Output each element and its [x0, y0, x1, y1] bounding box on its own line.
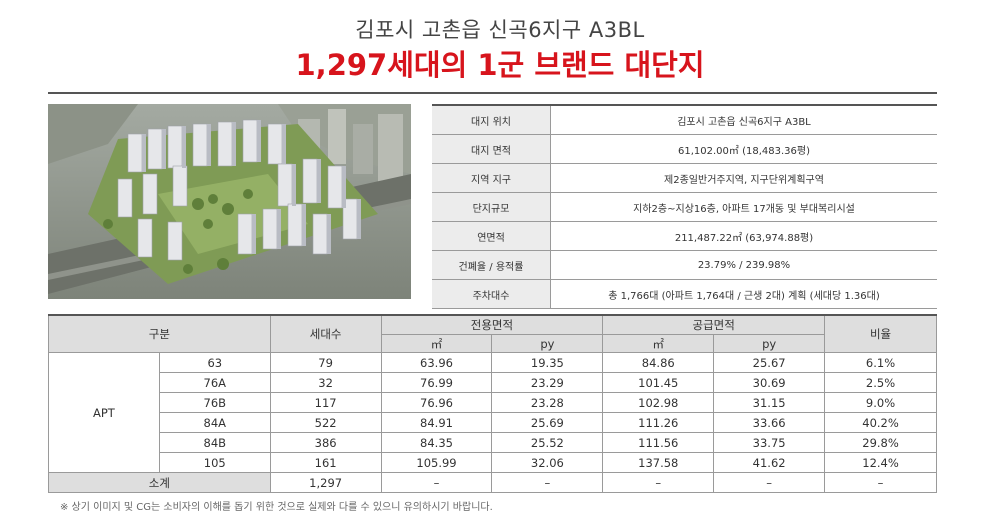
- total-ex-py: –: [491, 472, 604, 493]
- cell-households: 386: [269, 432, 382, 453]
- header-ex-py: py: [491, 334, 604, 353]
- total-ratio: –: [824, 472, 937, 493]
- info-value: 총 1,766대 (아파트 1,764대 / 근생 2대) 계획 (세대당 1.…: [550, 279, 937, 309]
- table-row: 84A 522 84.91 25.69 111.26 33.66 40.2%: [49, 412, 937, 433]
- header-ratio: 비율: [824, 314, 937, 353]
- header-households: 세대수: [269, 314, 382, 353]
- cell-ex-sqm: 63.96: [380, 352, 493, 373]
- table-row: APT 63 79 63.96 19.35 84.86 25.67 6.1%: [48, 352, 937, 473]
- info-row-coverage-ratio: 건폐율 / 용적률 23.79% / 239.98%: [432, 250, 937, 280]
- info-row-site-area: 대지 면적 61,102.00㎡ (18,483.36평): [432, 134, 937, 164]
- cell-sup-py: 30.69: [713, 372, 826, 393]
- header-category: 구분: [48, 314, 271, 353]
- cell-ex-sqm: 105.99: [380, 452, 493, 473]
- table-row: 84B 386 84.35 25.52 111.56 33.75 29.8%: [49, 432, 937, 453]
- group-label: APT: [48, 352, 160, 473]
- divider: [48, 92, 937, 94]
- cell-ratio: 40.2%: [824, 412, 937, 433]
- info-label: 단지규모: [432, 192, 551, 222]
- cell-type: 76B: [158, 392, 271, 413]
- total-sup-py: –: [713, 472, 826, 493]
- cell-ex-py: 19.35: [491, 352, 604, 373]
- header-sup-py: py: [713, 334, 826, 353]
- info-row-scale: 단지규모 지하2층~지상16층, 아파트 17개동 및 부대복리시설: [432, 192, 937, 222]
- cell-households: 79: [269, 352, 382, 373]
- total-ex-sqm: –: [380, 472, 493, 493]
- header-ex-sqm: ㎡: [380, 334, 493, 353]
- site-info-table: 대지 위치 김포시 고촌읍 신곡6지구 A3BL 대지 면적 61,102.00…: [432, 104, 937, 309]
- cell-ex-sqm: 76.99: [380, 372, 493, 393]
- cell-ex-py: 23.29: [491, 372, 604, 393]
- cell-households: 117: [269, 392, 382, 413]
- cell-ratio: 9.0%: [824, 392, 937, 413]
- headline: 1,297세대의 1군 브랜드 대단지: [295, 48, 705, 82]
- cell-sup-sqm: 111.26: [602, 412, 715, 433]
- cell-ratio: 12.4%: [824, 452, 937, 473]
- info-value: 제2종일반거주지역, 지구단위계획구역: [550, 163, 937, 193]
- cell-type: 63: [158, 352, 271, 373]
- info-value: 211,487.22㎡ (63,974.88평): [550, 221, 937, 251]
- cell-households: 161: [269, 452, 382, 473]
- cell-ex-sqm: 84.35: [380, 432, 493, 453]
- info-label: 지역 지구: [432, 163, 551, 193]
- header-sup-sqm: ㎡: [602, 334, 715, 353]
- cell-ex-py: 23.28: [491, 392, 604, 413]
- cell-type: 105: [158, 452, 271, 473]
- cell-ex-sqm: 76.96: [380, 392, 493, 413]
- table-row: 76A 32 76.99 23.29 101.45 30.69 2.5%: [49, 372, 937, 393]
- info-label: 연면적: [432, 221, 551, 251]
- cell-sup-sqm: 84.86: [602, 352, 715, 373]
- info-label: 주차대수: [432, 279, 551, 309]
- info-row-zoning: 지역 지구 제2종일반거주지역, 지구단위계획구역: [432, 163, 937, 193]
- cell-ex-py: 25.52: [491, 432, 604, 453]
- info-label: 건폐율 / 용적률: [432, 250, 551, 280]
- table-row-total: 소계 1,297 – – – – –: [48, 472, 937, 493]
- cell-sup-sqm: 102.98: [602, 392, 715, 413]
- total-label: 소계: [48, 472, 271, 493]
- cell-sup-py: 25.67: [713, 352, 826, 373]
- info-value: 지하2층~지상16층, 아파트 17개동 및 부대복리시설: [550, 192, 937, 222]
- unit-type-table: 구분 세대수 전용면적 공급면적 비율 ㎡ py ㎡ py APT 63 79 …: [48, 314, 937, 493]
- table-row: 105 161 105.99 32.06 137.58 41.62 12.4%: [49, 452, 937, 473]
- header-supply-area: 공급면적: [602, 314, 826, 335]
- info-row-floor-area: 연면적 211,487.22㎡ (63,974.88평): [432, 221, 937, 251]
- cell-households: 32: [269, 372, 382, 393]
- cell-sup-sqm: 111.56: [602, 432, 715, 453]
- cell-type: 84A: [158, 412, 271, 433]
- cell-ratio: 6.1%: [824, 352, 937, 373]
- aerial-rendering-illustration: [48, 104, 411, 299]
- info-value: 김포시 고촌읍 신곡6지구 A3BL: [550, 104, 937, 135]
- cell-sup-py: 31.15: [713, 392, 826, 413]
- info-row-location: 대지 위치 김포시 고촌읍 신곡6지구 A3BL: [432, 104, 937, 135]
- cell-sup-py: 41.62: [713, 452, 826, 473]
- total-households: 1,297: [269, 472, 382, 493]
- cell-ex-sqm: 84.91: [380, 412, 493, 433]
- info-label: 대지 면적: [432, 134, 551, 164]
- cell-ex-py: 32.06: [491, 452, 604, 473]
- cell-sup-sqm: 101.45: [602, 372, 715, 393]
- info-value: 23.79% / 239.98%: [550, 250, 937, 280]
- disclaimer-note: ※ 상기 이미지 및 CG는 소비자의 이해를 돕기 위한 것으로 실제와 다를…: [60, 502, 493, 513]
- info-value: 61,102.00㎡ (18,483.36평): [550, 134, 937, 164]
- cell-ratio: 29.8%: [824, 432, 937, 453]
- cell-ratio: 2.5%: [824, 372, 937, 393]
- complex-aerial-image: [48, 104, 411, 299]
- total-sup-sqm: –: [602, 472, 715, 493]
- header-exclusive-area: 전용면적: [380, 314, 604, 335]
- cell-sup-py: 33.75: [713, 432, 826, 453]
- cell-sup-py: 33.66: [713, 412, 826, 433]
- page-title: 김포시 고촌읍 신곡6지구 A3BL: [355, 18, 645, 42]
- cell-type: 76A: [158, 372, 271, 393]
- info-label: 대지 위치: [432, 104, 551, 135]
- cell-ex-py: 25.69: [491, 412, 604, 433]
- cell-households: 522: [269, 412, 382, 433]
- info-row-parking: 주차대수 총 1,766대 (아파트 1,764대 / 근생 2대) 계획 (세…: [432, 279, 937, 309]
- cell-sup-sqm: 137.58: [602, 452, 715, 473]
- cell-type: 84B: [158, 432, 271, 453]
- table-row: 76B 117 76.96 23.28 102.98 31.15 9.0%: [49, 392, 937, 413]
